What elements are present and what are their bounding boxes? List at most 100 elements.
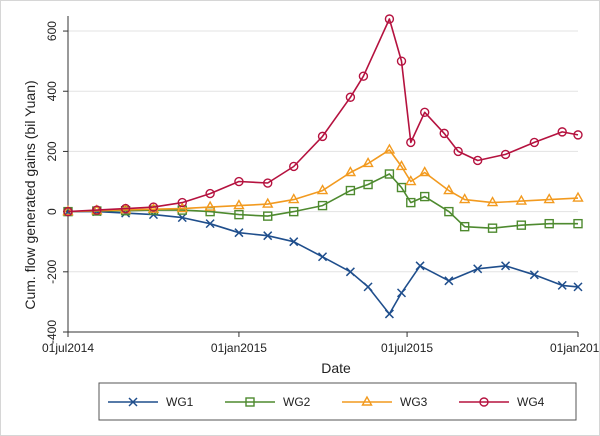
series-line-wg3 (67, 149, 579, 213)
data-point-wg4 (205, 188, 215, 199)
data-point-wg1 (177, 213, 187, 223)
y-tick-label: 400 (45, 81, 59, 101)
data-point-wg4 (345, 92, 356, 102)
data-point-wg2 (317, 200, 328, 211)
data-point-wg1 (444, 276, 454, 286)
data-point-wg4 (384, 14, 395, 24)
x-tick-label: 01jul2015 (381, 341, 433, 355)
data-point-wg3 (262, 197, 274, 208)
data-point-wg4 (396, 56, 407, 66)
data-point-wg3 (362, 157, 374, 168)
y-tick-label: 200 (45, 141, 59, 161)
data-point-wg4 (420, 107, 430, 118)
x-tick-label: 01jan2016 (550, 341, 600, 355)
y-axis-label: Cum. flow generated gains (bil Yuan) (22, 80, 38, 309)
data-point-wg2 (444, 206, 454, 217)
data-point-wg4 (92, 205, 102, 215)
data-point-wg2 (384, 169, 395, 179)
data-point-wg4 (120, 203, 131, 214)
data-point-wg1 (396, 288, 407, 298)
legend-marker-wg1 (128, 397, 138, 407)
data-point-wg3 (383, 143, 396, 154)
data-point-wg1 (234, 228, 244, 238)
data-point-wg3 (147, 202, 160, 213)
data-point-wg3 (344, 166, 357, 177)
data-point-wg1 (205, 219, 215, 229)
data-point-wg1 (573, 282, 583, 292)
legend-item-wg1: WG1 (108, 395, 194, 409)
data-point-wg2 (345, 185, 356, 196)
data-point-wg3 (204, 200, 216, 211)
y-tick-label: -200 (45, 259, 59, 283)
data-point-wg2 (406, 197, 416, 208)
data-point-wg1 (384, 309, 394, 319)
data-point-wg2 (544, 218, 554, 229)
data-point-wg4 (439, 128, 449, 139)
data-point-wg3 (419, 166, 431, 177)
series-line-wg4 (67, 18, 579, 213)
data-point-wg4 (529, 137, 540, 148)
data-point-wg1 (263, 231, 273, 241)
data-point-wg2 (459, 221, 470, 232)
legend-label-wg3: WG3 (400, 395, 428, 409)
series-line-wg2 (67, 173, 578, 229)
legend: WG1 WG2 WG3 WG4 (98, 382, 577, 421)
data-point-wg3 (543, 193, 555, 204)
data-point-wg1 (529, 270, 539, 280)
y-tick-label: 600 (45, 21, 59, 41)
data-point-wg3 (405, 175, 417, 186)
legend-item-wg2: WG2 (225, 395, 311, 409)
legend-item-wg4: WG4 (459, 395, 545, 409)
data-point-wg3 (458, 193, 471, 204)
data-point-wg3 (443, 184, 455, 195)
series-wg4 (63, 14, 583, 217)
data-point-wg2 (516, 220, 527, 230)
data-point-wg1 (473, 264, 483, 274)
data-point-wg4 (406, 137, 416, 148)
data-point-wg2 (396, 182, 407, 193)
data-point-wg3 (176, 202, 188, 213)
data-point-wg1 (289, 237, 299, 247)
data-point-wg4 (472, 155, 483, 166)
y-tick-label: 0 (45, 208, 59, 215)
data-point-wg4 (148, 202, 159, 212)
data-point-wg4 (63, 206, 73, 217)
legend-marker-wg4 (479, 397, 489, 407)
data-point-wg4 (453, 146, 463, 157)
data-point-wg4 (289, 161, 299, 172)
data-point-wg4 (557, 127, 567, 137)
data-point-wg4 (573, 130, 583, 140)
data-point-wg2 (289, 206, 299, 217)
legend-label-wg1: WG1 (166, 395, 194, 409)
data-point-wg1 (345, 267, 355, 277)
x-tick-label: 01jul2014 (42, 341, 94, 355)
legend-label-wg4: WG4 (517, 395, 545, 409)
legend-item-wg3: WG3 (342, 395, 428, 409)
data-point-wg2 (573, 218, 583, 229)
data-point-wg2 (234, 209, 244, 220)
data-point-wg4 (177, 197, 187, 208)
data-point-wg4 (358, 71, 369, 81)
data-point-wg1 (501, 261, 511, 271)
data-point-wg3 (62, 205, 74, 216)
axes: -400 -200 0 200 400 600 01jul2014 01jan2015 01ju… (42, 16, 600, 355)
data-point-wg3 (395, 160, 408, 171)
data-point-wg2 (363, 179, 373, 190)
y-tick-label: -400 (45, 320, 59, 344)
series-layer (62, 14, 584, 319)
data-point-wg3 (572, 191, 584, 202)
data-point-wg1 (415, 261, 425, 271)
data-point-wg3 (316, 184, 329, 195)
data-point-wg3 (515, 194, 528, 205)
data-point-wg1 (318, 252, 328, 262)
data-point-wg4 (263, 178, 273, 188)
data-point-wg3 (288, 193, 300, 204)
legend-marker-wg2 (245, 397, 255, 407)
data-point-wg1 (363, 282, 373, 292)
data-point-wg2 (263, 211, 273, 221)
x-tick-label: 01jan2015 (211, 341, 267, 355)
data-point-wg3 (233, 199, 245, 210)
